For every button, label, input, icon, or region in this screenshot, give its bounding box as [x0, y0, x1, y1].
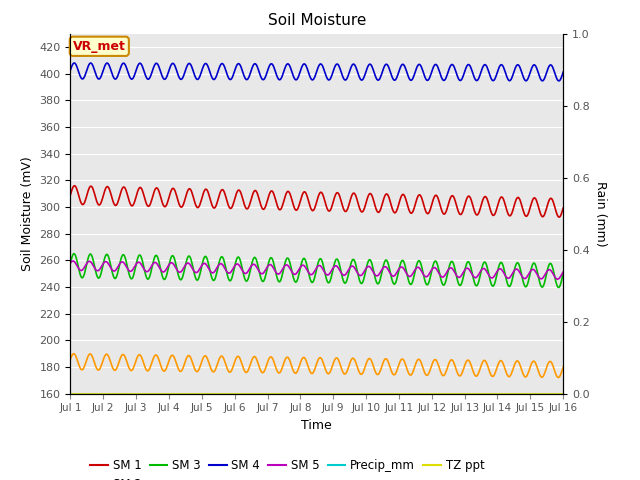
SM 2 — [70, 351, 77, 357]
TZ ppt — [67, 391, 74, 396]
SM 1 — [127, 202, 134, 208]
Legend: SM 1, SM 2, SM 3, SM 4, SM 5, Precip_mm, TZ ppt: SM 1, SM 2, SM 3, SM 4, SM 5, Precip_mm,… — [85, 455, 489, 480]
SM 5 — [203, 263, 211, 268]
SM 4 — [76, 73, 84, 79]
SM 4 — [203, 61, 211, 67]
SM 2 — [127, 368, 134, 373]
Y-axis label: Rain (mm): Rain (mm) — [594, 181, 607, 246]
TZ ppt — [76, 391, 83, 396]
Y-axis label: Soil Moisture (mV): Soil Moisture (mV) — [21, 156, 34, 271]
SM 5 — [559, 269, 567, 275]
SM 3 — [392, 280, 399, 286]
Line: SM 1: SM 1 — [70, 186, 563, 217]
SM 1 — [392, 210, 399, 216]
TZ ppt — [202, 391, 210, 396]
SM 1 — [556, 214, 563, 220]
SM 3 — [203, 255, 211, 261]
Precip_mm — [559, 391, 567, 396]
SM 3 — [377, 274, 385, 280]
SM 1 — [76, 197, 84, 203]
TZ ppt — [559, 391, 567, 396]
X-axis label: Time: Time — [301, 419, 332, 432]
Precip_mm — [126, 391, 134, 396]
SM 2 — [67, 356, 74, 362]
SM 5 — [554, 276, 561, 282]
Precip_mm — [76, 391, 83, 396]
Precip_mm — [391, 391, 399, 396]
Line: SM 4: SM 4 — [70, 63, 563, 81]
SM 5 — [69, 258, 77, 264]
SM 3 — [555, 285, 563, 290]
SM 2 — [177, 369, 184, 374]
Line: SM 5: SM 5 — [70, 261, 563, 279]
SM 1 — [203, 187, 211, 192]
SM 4 — [70, 60, 78, 66]
SM 4 — [377, 73, 385, 79]
TZ ppt — [376, 391, 384, 396]
Text: VR_met: VR_met — [73, 40, 125, 53]
Title: Soil Moisture: Soil Moisture — [268, 13, 366, 28]
Precip_mm — [202, 391, 210, 396]
SM 1 — [377, 205, 385, 211]
SM 5 — [177, 269, 184, 275]
SM 5 — [127, 268, 134, 274]
SM 1 — [177, 204, 184, 210]
SM 5 — [392, 272, 399, 278]
SM 4 — [556, 78, 563, 84]
TZ ppt — [176, 391, 184, 396]
SM 3 — [127, 276, 134, 281]
SM 2 — [203, 355, 211, 360]
SM 4 — [392, 77, 399, 83]
SM 5 — [67, 260, 74, 266]
SM 1 — [559, 205, 567, 211]
SM 2 — [392, 371, 399, 377]
SM 1 — [70, 183, 78, 189]
SM 3 — [70, 251, 77, 257]
Line: SM 2: SM 2 — [70, 354, 563, 377]
SM 2 — [555, 374, 563, 380]
Precip_mm — [67, 391, 74, 396]
SM 3 — [76, 271, 84, 276]
SM 4 — [67, 67, 74, 73]
Precip_mm — [176, 391, 184, 396]
SM 3 — [177, 277, 184, 283]
SM 5 — [76, 267, 84, 273]
SM 3 — [67, 260, 74, 266]
SM 4 — [177, 76, 184, 82]
SM 5 — [377, 268, 385, 274]
SM 3 — [559, 270, 567, 276]
SM 4 — [559, 69, 567, 75]
SM 2 — [377, 366, 385, 372]
SM 2 — [76, 365, 84, 371]
SM 1 — [67, 192, 74, 198]
TZ ppt — [391, 391, 399, 396]
SM 2 — [559, 364, 567, 370]
SM 4 — [127, 76, 134, 82]
TZ ppt — [126, 391, 134, 396]
Line: SM 3: SM 3 — [70, 254, 563, 288]
Precip_mm — [376, 391, 384, 396]
